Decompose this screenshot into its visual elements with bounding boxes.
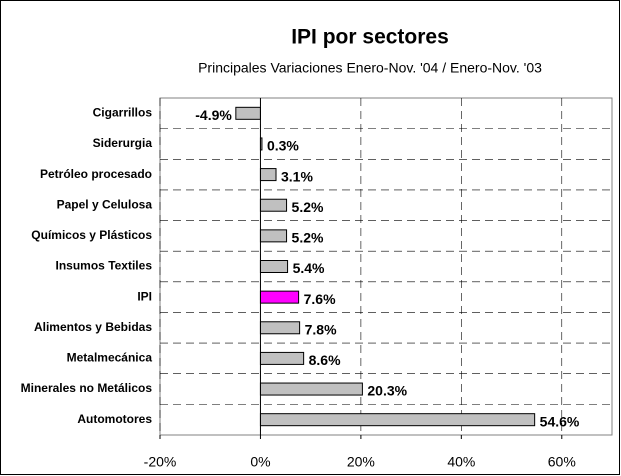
bar xyxy=(259,321,301,335)
value-label: -4.9% xyxy=(195,107,232,123)
bar xyxy=(259,260,289,273)
y-tick-label: Minerales no Metálicos xyxy=(21,381,153,395)
x-tick-label: 60% xyxy=(548,454,576,470)
value-label: 5.2% xyxy=(292,230,324,246)
plot-area xyxy=(159,97,613,436)
bar xyxy=(259,351,305,365)
y-tick-label: Papel y Celulosa xyxy=(57,197,153,211)
y-tick-label: Petróleo procesado xyxy=(40,167,152,181)
bar xyxy=(235,106,261,120)
x-tick-label: 20% xyxy=(347,454,375,470)
value-label: 7.6% xyxy=(304,291,336,307)
y-tick-label: Insumos Textiles xyxy=(56,259,153,273)
bar xyxy=(259,382,363,396)
value-label: 3.1% xyxy=(281,168,313,184)
bar xyxy=(259,229,288,243)
bar xyxy=(259,290,300,304)
x-tick-label: 40% xyxy=(447,454,475,470)
value-label: 20.3% xyxy=(367,383,407,399)
value-label: 5.4% xyxy=(293,260,325,276)
value-label: 0.3% xyxy=(267,138,299,154)
y-tick-label: Químicos y Plásticos xyxy=(31,228,152,242)
x-tick-label: -20% xyxy=(144,454,177,470)
y-tick-label: IPI xyxy=(137,289,152,303)
value-label: 8.6% xyxy=(309,352,341,368)
value-label: 54.6% xyxy=(540,413,580,429)
bar xyxy=(259,168,277,182)
y-tick-label: Metalmecánica xyxy=(67,351,153,365)
value-label: 5.2% xyxy=(292,199,324,215)
y-tick-label: Cigarrillos xyxy=(93,105,153,119)
bar xyxy=(259,413,536,427)
chart-subtitle: Principales Variaciones Enero-Nov. '04 /… xyxy=(198,60,542,76)
y-tick-label: Alimentos y Bebidas xyxy=(34,320,152,334)
y-tick-label: Automotores xyxy=(77,412,152,426)
bar xyxy=(259,198,288,212)
x-tick-label: 0% xyxy=(250,454,270,470)
value-label: 7.8% xyxy=(305,321,337,337)
chart-title: IPI por sectores xyxy=(291,26,449,49)
y-tick-label: Siderurgia xyxy=(93,136,153,150)
